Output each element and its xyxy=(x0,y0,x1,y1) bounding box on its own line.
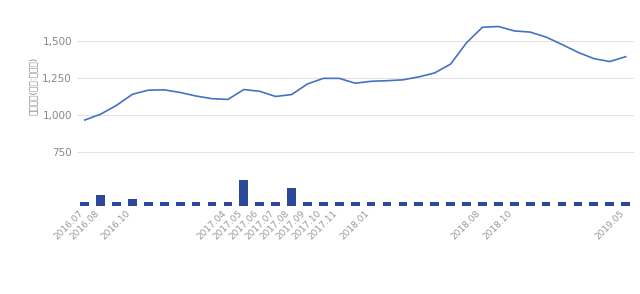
Bar xyxy=(287,188,296,206)
Bar xyxy=(478,202,487,206)
Bar xyxy=(271,202,280,206)
Bar xyxy=(335,202,344,206)
Bar xyxy=(176,202,184,206)
Bar xyxy=(430,202,439,206)
Bar xyxy=(239,180,248,206)
Y-axis label: 거래금액(단위:백만원): 거래금액(단위:백만원) xyxy=(29,56,38,115)
Bar xyxy=(621,202,630,206)
Bar xyxy=(351,202,360,206)
Bar xyxy=(207,202,216,206)
Bar xyxy=(383,202,392,206)
Bar xyxy=(192,202,200,206)
Bar xyxy=(319,202,328,206)
Bar xyxy=(446,202,455,206)
Bar xyxy=(494,202,503,206)
Bar xyxy=(399,202,407,206)
Bar xyxy=(96,195,105,206)
Bar xyxy=(81,202,89,206)
Bar xyxy=(128,198,137,206)
Bar xyxy=(112,202,121,206)
Bar xyxy=(605,202,614,206)
Bar xyxy=(303,202,312,206)
Bar xyxy=(160,202,169,206)
Bar xyxy=(415,202,423,206)
Bar xyxy=(144,202,153,206)
Bar xyxy=(573,202,582,206)
Bar xyxy=(255,202,264,206)
Bar xyxy=(526,202,534,206)
Bar xyxy=(589,202,598,206)
Bar xyxy=(223,202,232,206)
Bar xyxy=(510,202,518,206)
Bar xyxy=(462,202,471,206)
Bar xyxy=(367,202,376,206)
Bar xyxy=(541,202,550,206)
Bar xyxy=(557,202,566,206)
